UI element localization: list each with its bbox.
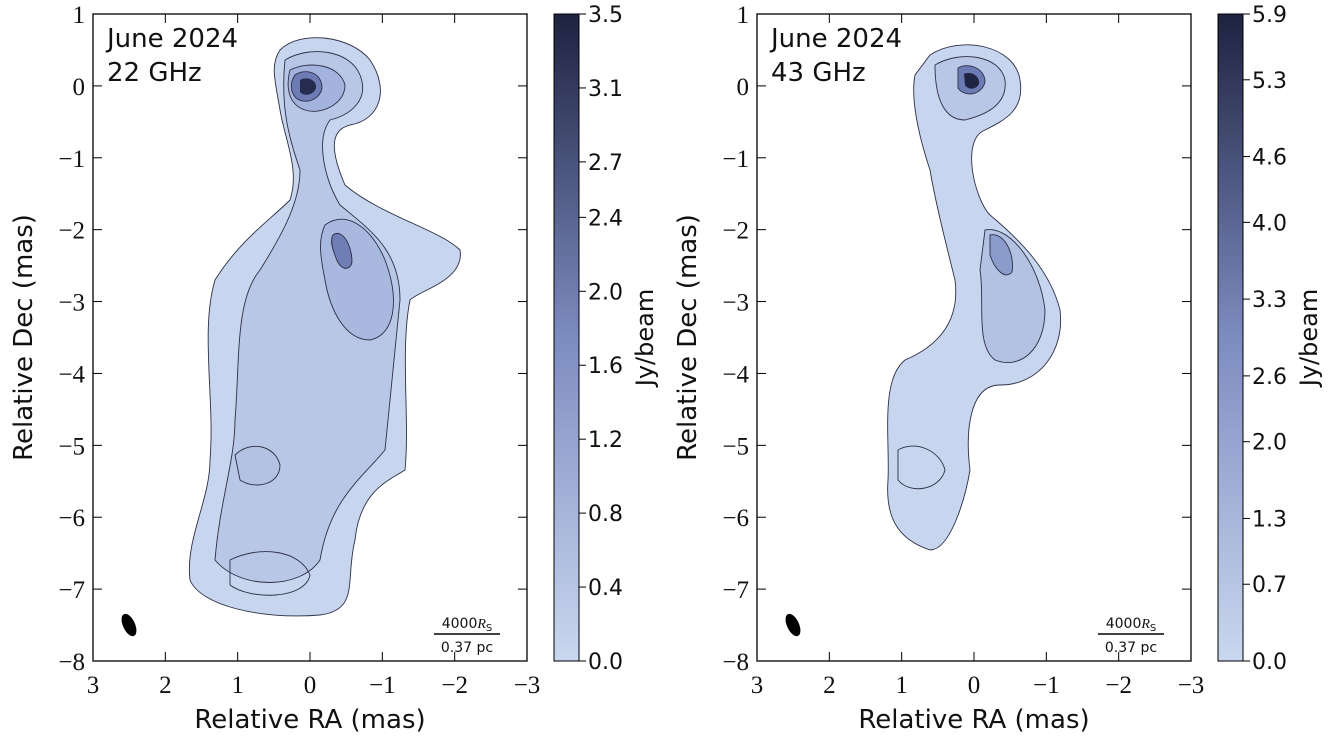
scale-symbol: R [476,617,486,632]
x-tick-label: 3 [751,672,764,699]
colorbar-tick-label: 3.1 [588,77,623,102]
colorbar [553,13,580,662]
colorbar-tick-label: 2.4 [588,206,623,231]
x-tick-label: 2 [823,672,836,699]
scale-length: 4000 [442,616,478,632]
colorbar-tick-label: 5.3 [1252,69,1287,94]
scale-subscript: S [486,623,492,634]
y-tick-label: −7 [58,577,85,604]
colorbar-tick-label: 2.7 [588,151,623,176]
y-tick-label: 0 [73,74,86,101]
beam [121,613,137,637]
colorbar-tick-label: 5.9 [1252,3,1287,28]
y-tick-label: 1 [737,2,750,29]
y-tick-label: −4 [58,361,85,388]
epoch-label: June 2024 [769,24,902,54]
x-tick-label: 1 [895,672,908,699]
y-tick-label: −7 [722,577,749,604]
scale-length: 4000 [1106,616,1142,632]
x-axis-label: Relative RA (mas) [858,705,1089,735]
y-tick-label: −5 [722,433,749,460]
colorbar-tick-label: 3.5 [588,3,623,28]
y-tick-label: −1 [722,146,749,173]
scale-symbol: R [1140,617,1150,632]
colorbar [1217,13,1244,662]
colorbar-tick-label: 0.7 [1252,573,1287,598]
colorbar-tick-label: 2.6 [1252,365,1287,390]
colorbar-tick-label: 0.0 [1252,650,1287,675]
colorbar-label: Jy/beam [1295,289,1323,388]
y-tick-label: −2 [58,218,85,245]
beam [785,613,801,637]
colorbar-tick-label: 1.3 [1252,507,1287,532]
scale-bar-label: 4000RS [442,616,493,634]
scale-bar-label: 4000RS [1106,616,1157,634]
frequency-label: 22 GHz [107,58,202,88]
y-tick-label: −4 [722,361,749,388]
colorbar-tick-label: 0.4 [588,576,623,601]
y-tick-label: −8 [58,649,85,676]
colorbar-tick-label: 3.3 [1252,288,1287,313]
emission-map [887,44,1062,551]
emission-map [188,37,461,617]
y-tick-label: −5 [58,433,85,460]
scale-size-label: 0.37 pc [441,640,493,656]
x-tick-label: −1 [1033,672,1060,699]
colorbar-label: Jy/beam [631,289,659,388]
y-tick-label: −2 [722,218,749,245]
y-tick-label: 1 [73,2,86,29]
x-tick-label: 1 [231,672,244,699]
colorbar-tick-label: 2.0 [1252,431,1287,456]
y-tick-label: −1 [58,146,85,173]
x-tick-label: 0 [304,672,317,699]
colorbar-tick-label: 0.0 [588,650,623,675]
colorbar-tick-label: 4.0 [1252,211,1287,236]
x-tick-label: −3 [514,672,541,699]
colorbar-tick-label: 1.6 [588,354,623,379]
epoch-label: June 2024 [105,24,238,54]
x-axis-label: Relative RA (mas) [194,705,425,735]
scale-subscript: S [1150,623,1156,634]
y-tick-label: −3 [722,290,749,317]
y-axis-label: Relative Dec (mas) [673,214,703,461]
colorbar-tick-label: 0.8 [588,502,623,527]
x-tick-label: −1 [369,672,396,699]
y-axis-label: Relative Dec (mas) [9,214,39,461]
scale-size-label: 0.37 pc [1105,640,1157,656]
colorbar-tick-label: 2.0 [588,280,623,305]
colorbar-tick-label: 4.6 [1252,146,1287,171]
y-tick-label: −8 [722,649,749,676]
colorbar-tick-label: 1.2 [588,428,623,453]
x-tick-label: 0 [968,672,981,699]
y-tick-label: −3 [58,290,85,317]
x-tick-label: −3 [1178,672,1205,699]
x-tick-label: 2 [159,672,172,699]
x-tick-label: 3 [87,672,100,699]
y-tick-label: −6 [58,505,85,532]
x-tick-label: −2 [1105,672,1132,699]
frequency-label: 43 GHz [771,58,866,88]
y-tick-label: −6 [722,505,749,532]
x-tick-label: −2 [441,672,468,699]
y-tick-label: 0 [737,74,750,101]
